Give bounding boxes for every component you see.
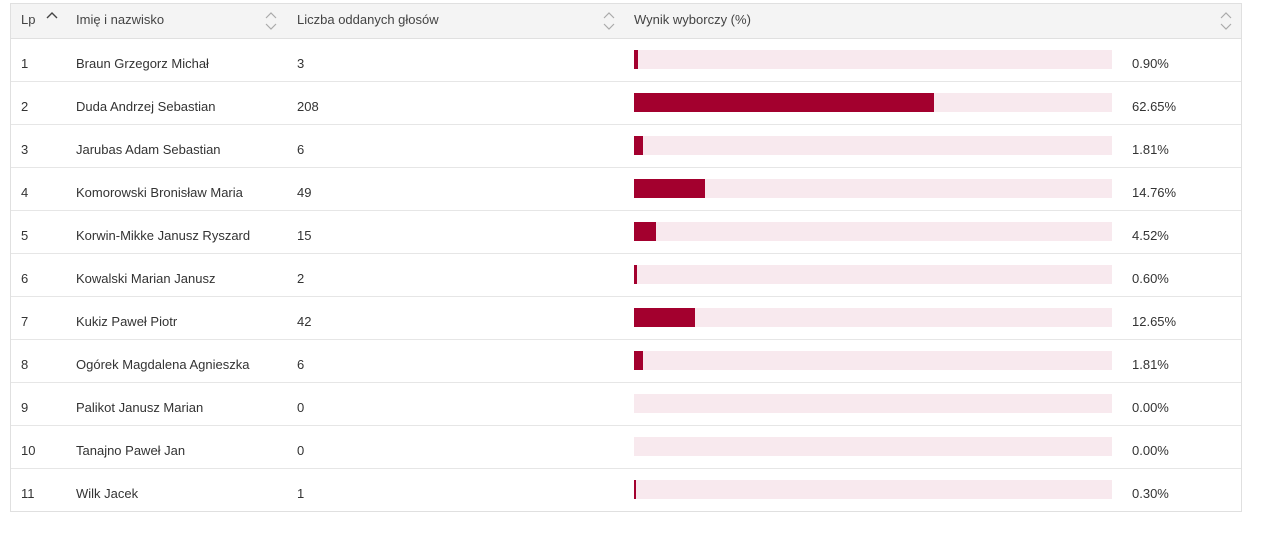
cell-lp: 8 [21, 357, 29, 372]
result-bar-track [634, 50, 1112, 69]
cell-candidate-name: Braun Grzegorz Michał [76, 56, 209, 71]
cell-candidate-name: Wilk Jacek [76, 486, 139, 501]
cell-percent: 14.76% [1132, 185, 1177, 200]
cell-votes: 42 [297, 314, 312, 329]
cell-percent: 62.65% [1132, 99, 1177, 114]
result-bar-track [634, 93, 1112, 112]
cell-votes: 208 [297, 99, 319, 114]
result-bar-track [634, 136, 1112, 155]
table-header: Lp Imię i nazwisko Liczba oddanych głosó… [11, 4, 1241, 39]
table-body: 1 Braun Grzegorz Michał 3 0.90% 2 Duda Andrze… [11, 39, 1241, 511]
cell-votes: 1 [297, 486, 305, 501]
result-bar-track [634, 222, 1112, 241]
column-header-result[interactable]: Wynik wyborczy (%) [634, 4, 751, 38]
cell-candidate-name: Duda Andrzej Sebastian [76, 99, 216, 114]
result-bar-track [634, 437, 1112, 456]
cell-candidate-name: Kukiz Paweł Piotr [76, 314, 178, 329]
column-header-votes[interactable]: Liczba oddanych głosów [297, 4, 439, 38]
table-row: 11 Wilk Jacek 1 0.30% [11, 469, 1241, 511]
cell-percent: 4.52% [1132, 228, 1169, 243]
cell-lp: 1 [21, 56, 29, 71]
cell-votes: 6 [297, 357, 305, 372]
cell-lp: 6 [21, 271, 29, 286]
cell-lp: 2 [21, 99, 29, 114]
cell-percent: 0.90% [1132, 56, 1169, 71]
table-row: 9 Palikot Janusz Marian 0 0.00% [11, 383, 1241, 426]
cell-candidate-name: Korwin-Mikke Janusz Ryszard [76, 228, 251, 243]
table-row: 3 Jarubas Adam Sebastian 6 1.81% [11, 125, 1241, 168]
result-bar-track [634, 394, 1112, 413]
result-bar-fill [634, 93, 934, 112]
cell-candidate-name: Palikot Janusz Marian [76, 400, 204, 415]
result-bar-fill [634, 480, 636, 499]
cell-votes: 3 [297, 56, 305, 71]
column-header-result-label: Wynik wyborczy (%) [634, 12, 751, 27]
cell-percent: 0.60% [1132, 271, 1169, 286]
cell-candidate-name: Tanajno Paweł Jan [76, 443, 186, 458]
result-bar-fill [634, 179, 705, 198]
cell-candidate-name: Jarubas Adam Sebastian [76, 142, 221, 157]
cell-candidate-name: Kowalski Marian Janusz [76, 271, 216, 286]
sort-ascending-icon[interactable] [46, 10, 58, 28]
cell-percent: 0.30% [1132, 486, 1169, 501]
result-bar-track [634, 179, 1112, 198]
column-header-name[interactable]: Imię i nazwisko [76, 4, 164, 38]
table-row: 10 Tanajno Paweł Jan 0 0.00% [11, 426, 1241, 469]
column-header-name-label: Imię i nazwisko [76, 12, 165, 27]
cell-lp: 9 [21, 400, 29, 415]
cell-candidate-name: Komorowski Bronisław Maria [76, 185, 243, 200]
cell-votes: 2 [297, 271, 305, 286]
result-bar-track [634, 308, 1112, 327]
table-row: 2 Duda Andrzej Sebastian 208 62.65% [11, 82, 1241, 125]
cell-votes: 15 [297, 228, 312, 243]
table-row: 1 Braun Grzegorz Michał 3 0.90% [11, 39, 1241, 82]
cell-lp: 10 [21, 443, 36, 458]
cell-percent: 12.65% [1132, 314, 1177, 329]
result-bar-track [634, 351, 1112, 370]
cell-lp: 7 [21, 314, 29, 329]
cell-votes: 0 [297, 400, 305, 415]
result-bar-fill [634, 50, 639, 69]
cell-percent: 1.81% [1132, 357, 1169, 372]
table-row: 7 Kukiz Paweł Piotr 42 12.65% [11, 297, 1241, 340]
table-row: 4 Komorowski Bronisław Maria 49 14.76% [11, 168, 1241, 211]
cell-lp: 11 [21, 486, 35, 501]
result-bar-fill [634, 136, 643, 155]
sort-toggle-icon[interactable] [603, 12, 615, 30]
cell-percent: 0.00% [1132, 400, 1169, 415]
sort-toggle-icon[interactable] [265, 12, 277, 30]
table-row: 6 Kowalski Marian Janusz 2 0.60% [11, 254, 1241, 297]
cell-lp: 3 [21, 142, 29, 157]
result-bar-fill [634, 351, 643, 370]
cell-lp: 5 [21, 228, 29, 243]
sort-toggle-icon[interactable] [1220, 12, 1232, 30]
cell-lp: 4 [21, 185, 29, 200]
result-bar-fill [634, 222, 656, 241]
cell-percent: 1.81% [1132, 142, 1169, 157]
result-bar-fill [634, 308, 695, 327]
cell-candidate-name: Ogórek Magdalena Agnieszka [76, 357, 250, 372]
result-bar-track [634, 265, 1112, 284]
results-table: Lp Imię i nazwisko Liczba oddanych głosó… [10, 3, 1242, 512]
cell-votes: 0 [297, 443, 305, 458]
cell-votes: 49 [297, 185, 312, 200]
table-row: 8 Ogórek Magdalena Agnieszka 6 1.81% [11, 340, 1241, 383]
column-header-lp[interactable]: Lp [21, 4, 35, 38]
table-row: 5 Korwin-Mikke Janusz Ryszard 15 4.52% [11, 211, 1241, 254]
column-header-votes-label: Liczba oddanych głosów [297, 12, 439, 27]
cell-votes: 6 [297, 142, 305, 157]
cell-percent: 0.00% [1132, 443, 1169, 458]
result-bar-fill [634, 265, 637, 284]
column-header-lp-label: Lp [21, 12, 36, 27]
result-bar-track [634, 480, 1112, 499]
